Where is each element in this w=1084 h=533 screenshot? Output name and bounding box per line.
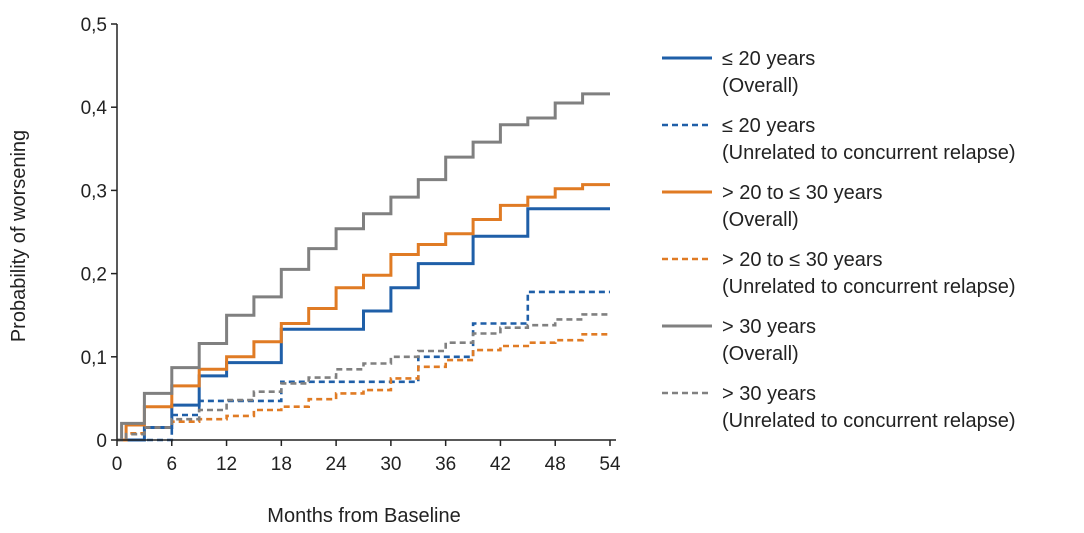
- x-tick-label: 18: [271, 454, 292, 475]
- y-axis-title: Probability of worsening: [8, 130, 30, 342]
- x-tick-label: 48: [545, 454, 566, 475]
- legend-sublabel: (Unrelated to concurrent relapse): [722, 410, 1015, 432]
- axes: 0 0,1 0,2 0,3 0,4 0,5 0 6 12 18 24 30 36 42 48 54: [81, 15, 621, 475]
- x-tick-label: 24: [326, 454, 348, 475]
- legend-label: > 30 years: [722, 316, 816, 338]
- series-line-1: [117, 207, 610, 442]
- legend-label: ≤ 20 years: [722, 48, 815, 70]
- x-tick-label: 0: [112, 454, 123, 475]
- y-tick-label: 0: [96, 431, 107, 452]
- series-line-5: [117, 92, 610, 442]
- series-line-6: [117, 313, 610, 442]
- x-tick-label: 12: [216, 454, 237, 475]
- legend-label: > 20 to ≤ 30 years: [722, 182, 883, 204]
- x-axis-title: Months from Baseline: [267, 505, 460, 527]
- y-tick-label: 0,5: [81, 15, 107, 36]
- x-tick-label: 36: [435, 454, 456, 475]
- series-line-3: [117, 183, 610, 442]
- legend-label: > 30 years: [722, 383, 816, 405]
- y-tick-label: 0,1: [81, 348, 107, 369]
- legend: ≤ 20 years (Overall) ≤ 20 years (Unrelated …: [662, 48, 1015, 432]
- legend-sublabel: (Unrelated to concurrent relapse): [722, 142, 1015, 164]
- x-tick-label: 6: [166, 454, 177, 475]
- series-line-2: [117, 290, 610, 442]
- y-tick-label: 0,4: [81, 98, 108, 119]
- legend-sublabel: (Overall): [722, 209, 799, 231]
- x-tick-label: 30: [380, 454, 401, 475]
- legend-sublabel: (Overall): [722, 343, 799, 365]
- x-tick-label: 54: [599, 454, 621, 475]
- legend-label: > 20 to ≤ 30 years: [722, 249, 883, 271]
- y-tick-label: 0,3: [81, 181, 107, 202]
- series-layer: [117, 92, 610, 442]
- x-tick-label: 42: [490, 454, 511, 475]
- legend-sublabel: (Unrelated to concurrent relapse): [722, 276, 1015, 298]
- series-line-4: [117, 333, 610, 442]
- y-tick-label: 0,2: [81, 265, 107, 286]
- legend-sublabel: (Overall): [722, 75, 799, 97]
- legend-label: ≤ 20 years: [722, 115, 815, 137]
